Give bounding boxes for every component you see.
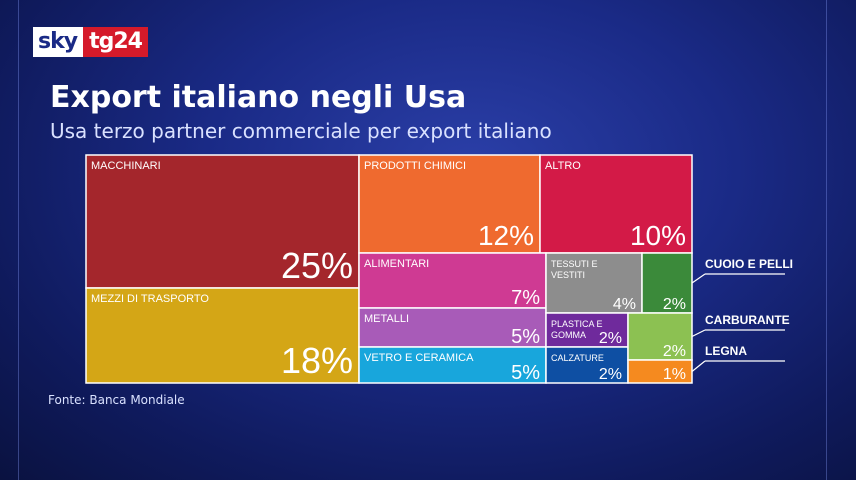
tile-value: 5% [511, 362, 540, 384]
tile-value: 12% [478, 220, 534, 251]
logo-sky: sky [33, 27, 84, 57]
tile-label: MACCHINARI [91, 160, 161, 172]
tile-label: TESSUTI E [551, 259, 598, 269]
tile-label: VESTITI [551, 270, 585, 280]
tile-cuoio-e-pelli [641, 252, 693, 314]
tile-value: 1% [663, 366, 686, 383]
tile-label: ALTRO [545, 160, 581, 172]
tile-value: 2% [599, 330, 622, 347]
tile-value: 10% [630, 220, 686, 251]
tile-value: 2% [663, 343, 686, 360]
tile-altro [539, 154, 693, 254]
tile-value: 18% [281, 340, 353, 381]
tile-label: PRODOTTI CHIMICI [364, 160, 466, 172]
tile-label: VETRO E CERAMICA [364, 352, 474, 364]
leader-line [691, 273, 706, 284]
tile-mezzi-di-trasporto [85, 287, 360, 384]
tile-value: 25% [281, 245, 353, 286]
tile-label: GOMMA [551, 330, 586, 340]
chart-subtitle: Usa terzo partner commerciale per export… [50, 119, 552, 143]
tile-label: CARBURANTE [705, 313, 790, 327]
tile-label: CALZATURE [551, 353, 604, 363]
leader-line [691, 360, 706, 372]
background-line [18, 0, 19, 480]
tile-tessuti-e-vestiti [545, 252, 643, 314]
logo-tg24: tg24 [83, 27, 148, 57]
tile-label: CUOIO E PELLI [705, 257, 793, 271]
tile-label: METALLI [364, 313, 409, 325]
tile-alimentari [358, 252, 547, 309]
tile-value: 2% [663, 296, 686, 313]
tile-prodotti-chimici [358, 154, 541, 254]
tile-value: 5% [511, 326, 540, 348]
tile-label: PLASTICA E [551, 319, 603, 329]
tile-label: LEGNA [705, 344, 747, 358]
sky-tg24-logo: sky tg24 [33, 27, 148, 57]
tile-value: 2% [599, 366, 622, 383]
tile-value: 4% [613, 296, 636, 313]
leader-line [691, 329, 706, 338]
chart-title: Export italiano negli Usa [50, 80, 467, 115]
tile-value: 7% [511, 287, 540, 309]
tile-vetro-e-ceramica [358, 346, 547, 384]
background-line [826, 0, 827, 480]
tile-label: MEZZI DI TRASPORTO [91, 293, 209, 305]
tile-carburante [627, 312, 693, 361]
source-note: Fonte: Banca Mondiale [48, 393, 185, 407]
tile-label: ALIMENTARI [364, 258, 429, 270]
